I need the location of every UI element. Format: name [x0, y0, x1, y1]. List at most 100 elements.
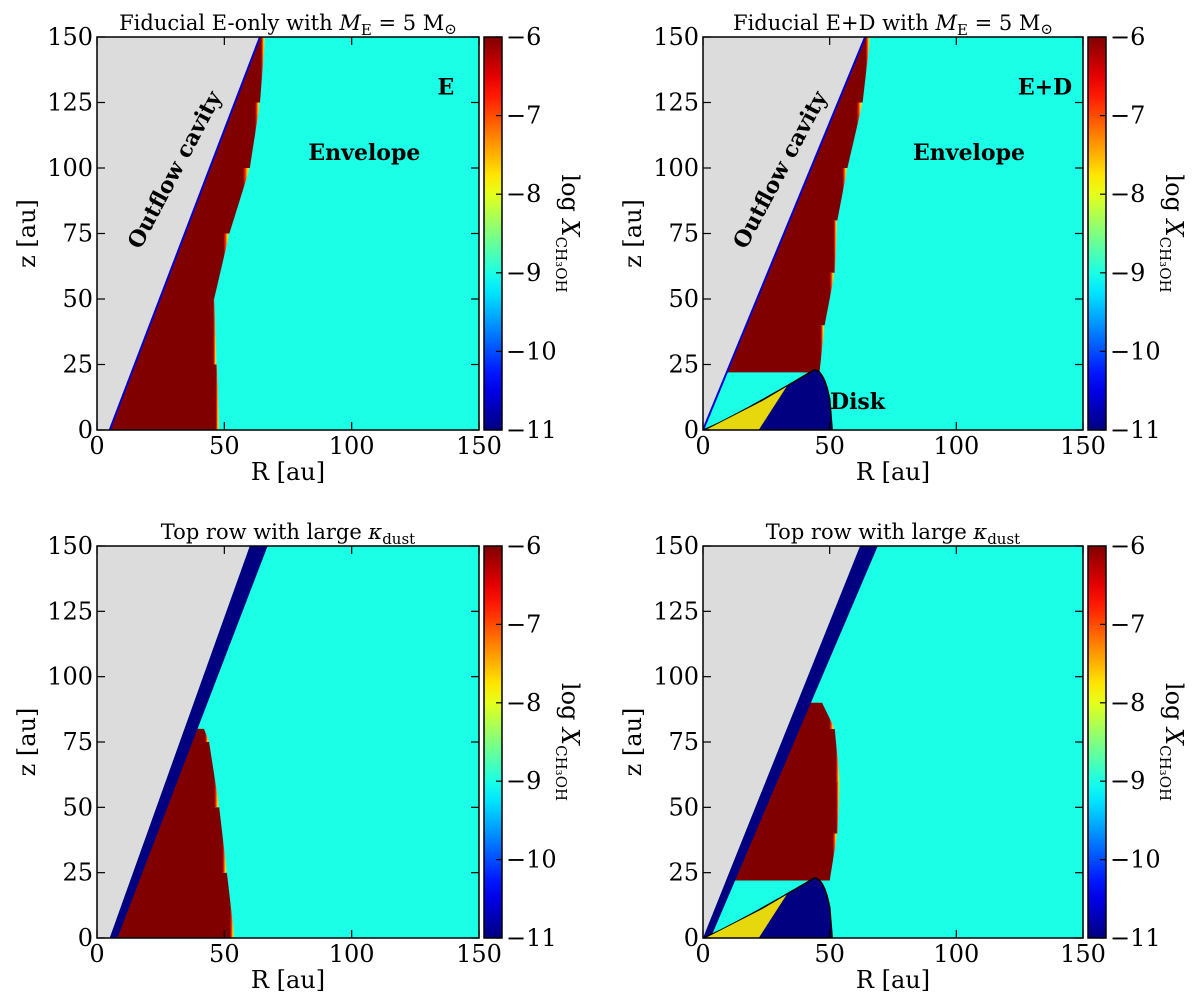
x-tick-label: 150: [456, 940, 502, 968]
x-axis-label: R [au]: [856, 966, 930, 994]
x-tick-label: 150: [1060, 940, 1106, 968]
panel-title: Top row with large κdust: [766, 520, 1020, 548]
y-tick-label: 75: [668, 728, 699, 756]
colorbar-tick-label: −8: [506, 689, 541, 717]
x-tick-label: 150: [1060, 432, 1106, 460]
sublimation-front: [819, 781, 840, 834]
x-tick-label: 100: [933, 432, 979, 460]
colorbar: [483, 36, 503, 431]
sublimation-front: [811, 833, 838, 881]
x-axis-label: R [au]: [251, 458, 325, 486]
colorbar-tick-label: −6: [1110, 23, 1145, 51]
x-tick-label: 100: [933, 940, 979, 968]
x-axis-label: R [au]: [251, 966, 325, 994]
colorbar-tick-label: −10: [1110, 846, 1161, 874]
y-tick-label: 25: [62, 351, 93, 379]
x-tick-label: 0: [695, 940, 710, 968]
colorbar-label: log XCH₃OH: [552, 174, 584, 292]
sublimation-front: [191, 742, 220, 808]
colorbar-tick-label: −10: [506, 846, 557, 874]
colorbar: [1087, 545, 1107, 939]
sublimation-front: [804, 702, 835, 729]
colorbar-tick-label: −10: [506, 337, 557, 365]
y-axis-label: z [au]: [13, 199, 41, 268]
cavity-wall: [703, 37, 867, 430]
sublimation-front: [196, 233, 230, 299]
y-tick-label: 0: [684, 924, 699, 952]
colorbar-label: log XCH₃OH: [552, 683, 584, 801]
depleted-cavity-wall: [703, 546, 878, 938]
y-tick-label: 100: [47, 154, 93, 182]
y-tick-label: 100: [47, 663, 93, 691]
panel-4: 0 50 100 150 0 25 50 75 100 125 150 R [au] z [au] Top…: [619, 520, 1188, 994]
disk-surface-layer: [705, 894, 787, 938]
sublimation-front: [817, 220, 838, 273]
annotation-envelope: Envelope: [913, 140, 1025, 166]
x-tick-label: 50: [814, 432, 845, 460]
x-tick-label: 0: [695, 432, 710, 460]
annotation-disk: Disk: [830, 389, 886, 415]
outflow-cavity-region: [97, 546, 250, 938]
y-tick-label: 0: [684, 416, 699, 444]
colorbar-tick-label: −7: [506, 610, 541, 638]
disk-surface-layer: [705, 386, 787, 430]
y-tick-label: 125: [653, 597, 699, 625]
sublimation-front: [211, 168, 250, 234]
x-tick-label: 0: [89, 432, 104, 460]
y-axis-label: z [au]: [619, 708, 647, 777]
y-tick-label: 150: [653, 23, 699, 51]
colorbar-tick-label: −9: [1110, 259, 1145, 287]
y-tick-label: 125: [47, 89, 93, 117]
cavity-wall: [108, 37, 261, 430]
sublimation-front: [801, 325, 825, 373]
colorbar: [1087, 36, 1107, 431]
sublimation-front: [198, 364, 220, 430]
colorbar-tick-label: −11: [506, 924, 557, 952]
outflow-cavity-region: [97, 37, 260, 430]
sublimation-front: [232, 102, 260, 168]
colorbar-tick-label: −6: [506, 532, 541, 560]
y-tick-label: 0: [78, 416, 93, 444]
annotation-e: E: [438, 75, 455, 101]
y-tick-label: 75: [668, 220, 699, 248]
plot-area: [703, 546, 1083, 938]
annotation-envelope: Envelope: [308, 140, 420, 166]
x-tick-label: 100: [329, 940, 375, 968]
colorbar-tick-label: −6: [1110, 532, 1145, 560]
colorbar: [483, 545, 503, 939]
colorbar-tick-label: −11: [1110, 416, 1161, 444]
y-tick-label: 125: [653, 89, 699, 117]
sublimation-front: [196, 299, 217, 365]
colorbar-tick-label: −9: [1110, 767, 1145, 795]
y-tick-label: 125: [47, 597, 93, 625]
colorbar-label: log XCH₃OH: [1156, 683, 1188, 801]
sublimation-front: [817, 728, 840, 782]
colorbar-tick-label: −11: [506, 416, 557, 444]
panel-title: Fiducial E-only with ME = 5 M⊙: [119, 11, 457, 39]
panel-1: 0 50 100 150 0 25 50 75 100 125 150 R [au] z [au] Fid…: [13, 11, 584, 486]
plot-area: [97, 37, 479, 430]
colorbar-tick-label: −8: [506, 180, 541, 208]
y-tick-label: 75: [62, 728, 93, 756]
colorbar-tick-label: −6: [506, 23, 541, 51]
panel-3: 0 50 100 150 0 25 50 75 100 125 150 R [au] z [au] Top…: [13, 520, 584, 994]
y-axis-label: z [au]: [619, 199, 647, 268]
x-tick-label: 0: [89, 940, 104, 968]
colorbar-tick-label: −9: [506, 767, 541, 795]
y-tick-label: 100: [653, 154, 699, 182]
x-tick-label: 50: [209, 432, 240, 460]
panel-2: 0 50 100 150 0 25 50 75 100 125 150 R [au] z [au] Fid…: [619, 11, 1188, 486]
panel-title: Top row with large κdust: [161, 520, 415, 548]
sublimation-front: [819, 168, 848, 221]
x-tick-label: 100: [329, 432, 375, 460]
y-tick-label: 50: [62, 285, 93, 313]
y-tick-label: 25: [62, 859, 93, 887]
y-tick-label: 25: [668, 859, 699, 887]
colorbar-tick-label: −11: [1110, 924, 1161, 952]
y-tick-label: 150: [47, 532, 93, 560]
plot-area: [703, 37, 1083, 430]
y-tick-label: 50: [62, 793, 93, 821]
y-tick-label: 25: [668, 351, 699, 379]
colorbar-tick-label: −8: [1110, 180, 1145, 208]
